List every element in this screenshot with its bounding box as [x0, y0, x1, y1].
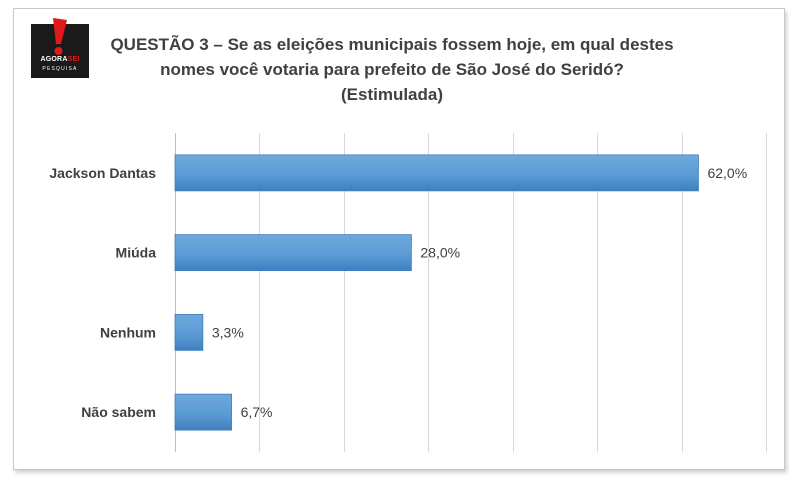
data-labels: 62,0% 28,0% 3,3% 6,7%	[212, 165, 747, 420]
category-label: Jackson Dantas	[49, 165, 156, 181]
data-label: 3,3%	[212, 324, 244, 340]
category-label: Nenhum	[100, 324, 156, 340]
bar	[174, 393, 232, 431]
category-label: Miúda	[116, 245, 157, 261]
logo-brand-main: AGORA	[40, 56, 68, 63]
logo-brand-sub: PESQUISA	[42, 66, 78, 72]
agorasei-logo: AGORASEI PESQUISA	[31, 18, 89, 78]
logo-brand: AGORASEI	[31, 56, 89, 64]
data-label: 6,7%	[241, 404, 273, 420]
chart-title: QUESTÃO 3 – Se as eleições municipais fo…	[92, 32, 692, 107]
bar	[174, 154, 699, 192]
data-label: 62,0%	[707, 165, 747, 181]
chart-title-line-2: nomes você votaria para prefeito de São …	[160, 60, 624, 79]
exclamation-icon	[53, 18, 67, 55]
data-label: 28,0%	[420, 245, 460, 261]
chart-title-line-1: QUESTÃO 3 – Se as eleições municipais fo…	[110, 35, 674, 54]
chart-title-line-3: (Estimulada)	[340, 85, 444, 104]
category-label: Não sabem	[81, 404, 156, 420]
bar	[174, 313, 204, 351]
category-labels: Jackson Dantas Miúda Nenhum Não sabem	[49, 165, 156, 420]
bar	[174, 234, 412, 272]
logo-brand-accent: SEI	[67, 56, 80, 63]
bars	[174, 154, 699, 431]
